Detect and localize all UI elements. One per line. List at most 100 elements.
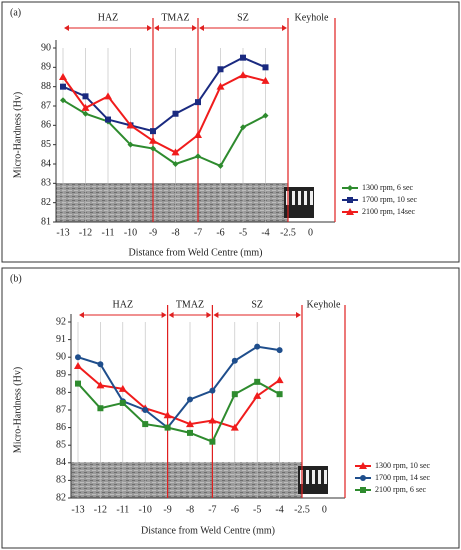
- marker: [208, 416, 217, 424]
- marker: [347, 185, 353, 191]
- arrow-head: [154, 25, 159, 31]
- marker: [82, 93, 89, 100]
- marker: [75, 354, 81, 361]
- arrow-head: [199, 25, 204, 31]
- marker: [262, 112, 269, 119]
- marker: [346, 208, 354, 215]
- keyhole-detail: [310, 191, 313, 205]
- legend-label: 1700 rpm, 10 sec: [362, 195, 418, 204]
- marker: [97, 361, 104, 368]
- y-axis-title: Micro-Hardness (Hv): [12, 367, 23, 453]
- marker: [239, 71, 247, 79]
- y-tick-label: 90: [56, 351, 66, 362]
- x-tick-label: -4: [275, 504, 283, 515]
- arrow-head: [168, 312, 174, 318]
- arrow-head: [296, 312, 301, 318]
- y-tick-label: 92: [56, 316, 66, 327]
- marker: [359, 462, 367, 469]
- arrow-head: [192, 25, 197, 31]
- x-tick-label: -7: [208, 504, 216, 515]
- y-tick-label: 86: [41, 120, 51, 131]
- x-tick-label: -5: [253, 504, 261, 515]
- marker: [82, 110, 89, 117]
- marker: [60, 83, 66, 90]
- zone-label: HAZ: [113, 299, 134, 310]
- zone-label: SZ: [251, 299, 263, 310]
- marker: [195, 153, 201, 160]
- marker: [276, 391, 283, 398]
- marker: [240, 124, 246, 131]
- y-tick-label: 90: [41, 42, 51, 53]
- marker: [360, 487, 366, 493]
- x-tick-label: -10: [139, 504, 152, 515]
- y-tick-label: 83: [56, 475, 66, 486]
- x-axis-title: Distance from Weld Centre (mm): [129, 247, 263, 258]
- marker: [253, 391, 262, 399]
- marker: [254, 378, 261, 385]
- marker: [96, 381, 105, 389]
- keyhole-detail: [324, 470, 327, 484]
- y-tick-label: 89: [56, 369, 66, 380]
- marker: [142, 407, 149, 413]
- y-tick-label: 83: [41, 178, 51, 189]
- y-tick-label: 84: [41, 158, 51, 169]
- series-line: [77, 380, 281, 443]
- x-tick-label: -8: [171, 227, 179, 238]
- y-tick-label: 87: [41, 100, 51, 111]
- x-axis-title: Distance from Weld Centre (mm): [141, 525, 275, 536]
- panel-label: (b): [10, 273, 22, 284]
- y-axis-title: Micro-Hardness (Hv): [12, 92, 23, 178]
- arrow-head: [147, 25, 152, 31]
- weld-image: [71, 462, 302, 498]
- keyhole-detail: [306, 470, 309, 484]
- x-tick-label: -8: [186, 504, 194, 515]
- y-tick-label: 91: [56, 334, 66, 345]
- x-tick-label: -13: [56, 227, 69, 238]
- series-line: [62, 99, 266, 168]
- keyhole-detail: [292, 191, 295, 205]
- x-tick-label: -6: [216, 227, 224, 238]
- zone-label: SZ: [237, 12, 249, 23]
- x-tick-label: -6: [231, 504, 239, 515]
- y-tick-label: 82: [41, 197, 51, 208]
- panel-label: (a): [10, 7, 21, 18]
- marker: [217, 162, 224, 169]
- keyhole-detail: [298, 191, 301, 205]
- marker: [240, 54, 246, 61]
- series-line: [77, 365, 281, 429]
- keyhole-detail: [304, 191, 307, 205]
- arrow-head: [161, 312, 167, 318]
- legend-label: 2100 rpm, 6 sec: [375, 485, 427, 494]
- x-tick-label: -12: [94, 504, 107, 515]
- arrow-head: [206, 312, 212, 318]
- keyhole-detail: [312, 470, 315, 484]
- marker: [150, 128, 156, 135]
- marker: [105, 116, 111, 123]
- marker: [118, 384, 127, 392]
- x-tick-label: -11: [102, 227, 115, 238]
- marker: [230, 423, 239, 431]
- marker: [194, 131, 202, 138]
- marker: [186, 420, 194, 428]
- x-tick-label: -2.5: [280, 227, 296, 238]
- marker: [163, 411, 172, 419]
- x-tick-label: -7: [194, 227, 202, 238]
- marker: [187, 396, 193, 403]
- weld-image: [56, 183, 288, 222]
- x-tick-label: -12: [79, 227, 92, 238]
- zone-label: TMAZ: [176, 299, 204, 310]
- marker: [195, 99, 201, 106]
- marker: [347, 197, 353, 203]
- marker: [262, 64, 269, 71]
- marker: [119, 399, 126, 406]
- x-tick-label: -9: [149, 227, 157, 238]
- legend-label: 1300 rpm, 10 sec: [375, 461, 431, 470]
- arrow-head: [282, 25, 287, 31]
- y-tick-label: 88: [56, 387, 66, 398]
- x-tick-label: 0: [322, 504, 327, 515]
- zone-label: TMAZ: [161, 12, 189, 23]
- marker: [254, 343, 261, 350]
- y-tick-label: 89: [41, 62, 51, 73]
- marker: [164, 424, 171, 431]
- x-tick-label: -10: [124, 227, 137, 238]
